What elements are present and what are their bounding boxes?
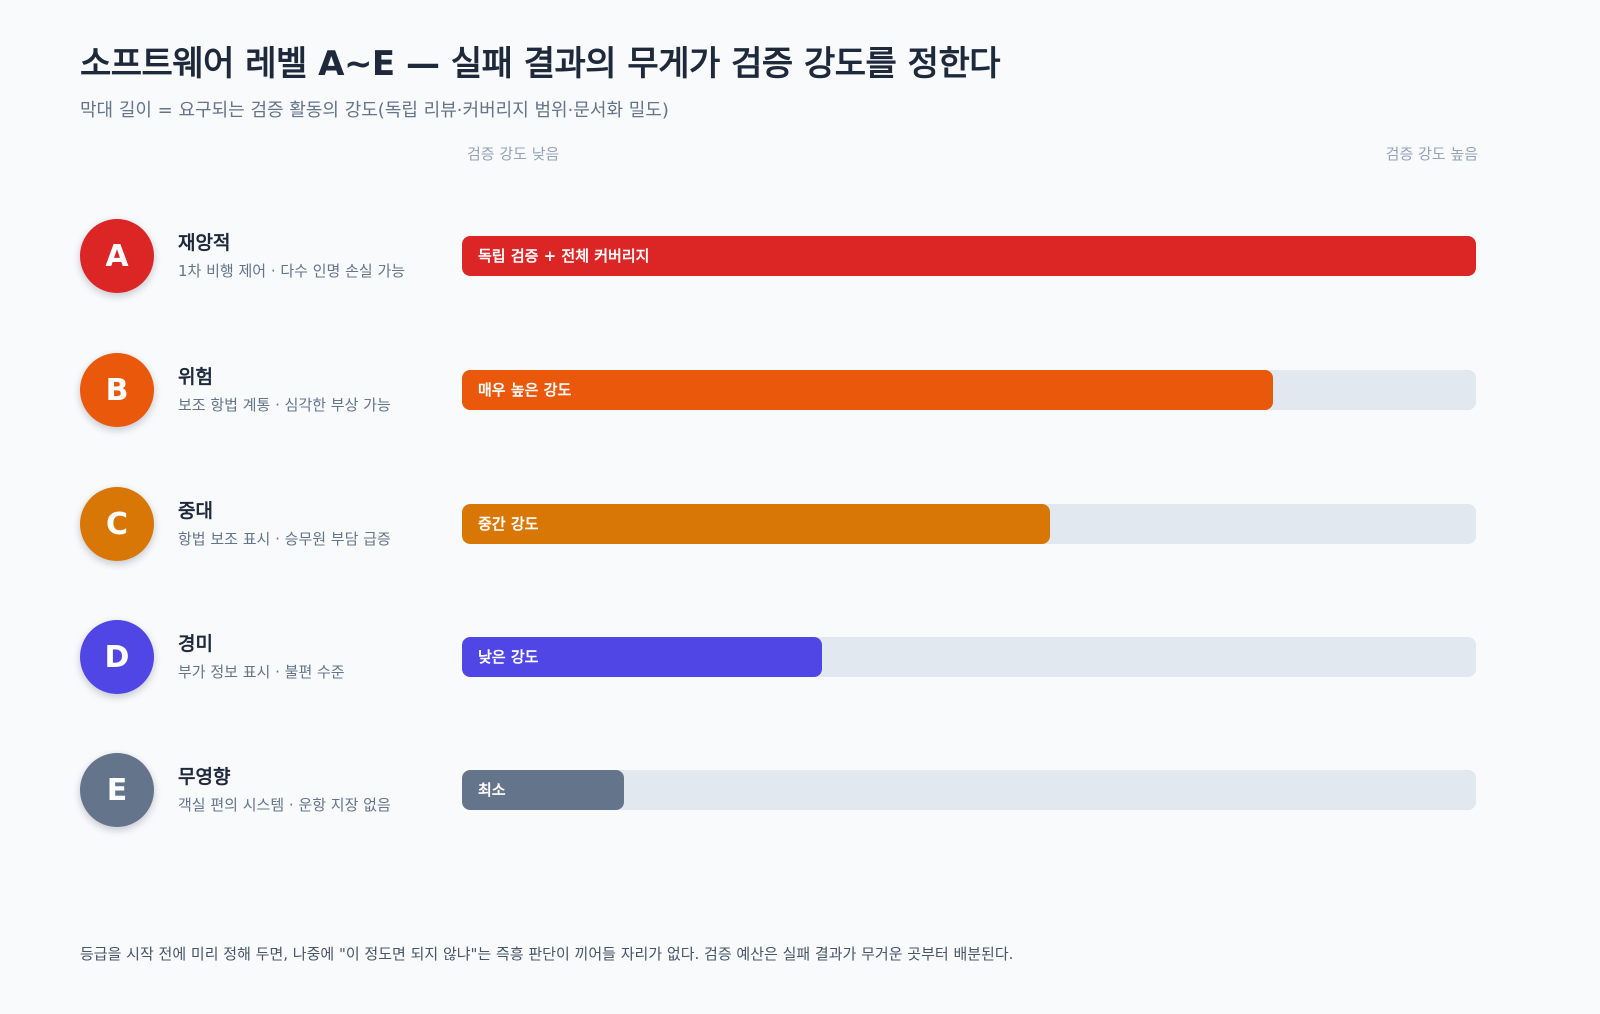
bar-label-b: 매우 높은 강도	[478, 381, 572, 399]
level-name-b: 위험	[178, 366, 213, 388]
level-desc-e: 객실 편의 시스템 · 운항 지장 없음	[178, 796, 391, 814]
level-row-d: D 경미 부가 정보 표시 · 불편 수준 낮은 강도	[80, 620, 1476, 694]
level-row-a: A 재앙적 1차 비행 제어 · 다수 인명 손실 가능 독립 검증 + 전체 …	[80, 219, 1476, 293]
level-letter-e: E	[106, 772, 128, 808]
bar-track-b: 매우 높은 강도	[462, 370, 1476, 410]
bar-track-d: 낮은 강도	[462, 637, 1476, 677]
bar-a	[462, 236, 1476, 276]
bar-track-c: 중간 강도	[462, 504, 1476, 544]
level-badge-a: A	[80, 219, 154, 293]
level-name-d: 경미	[178, 633, 213, 655]
level-badge-c: C	[80, 487, 154, 561]
bar-b	[462, 370, 1274, 410]
level-desc-c: 항법 보조 표시 · 승무원 부담 급증	[178, 530, 391, 548]
footnote: 등급을 시작 전에 미리 정해 두면, 나중에 "이 정도면 되지 않냐"는 즉…	[80, 945, 1014, 963]
axis-high-label: 검증 강도 높음	[1385, 145, 1478, 163]
level-row-c: C 중대 항법 보조 표시 · 승무원 부담 급증 중간 강도	[80, 487, 1476, 561]
bar-track-e: 최소	[462, 770, 1476, 810]
bar-label-e: 최소	[478, 781, 506, 799]
bar-e	[462, 770, 625, 810]
level-letter-d: D	[104, 639, 130, 675]
level-row-e: E 무영향 객실 편의 시스템 · 운항 지장 없음 최소	[80, 753, 1476, 827]
bar-track-a: 독립 검증 + 전체 커버리지	[462, 236, 1476, 276]
level-letter-b: B	[105, 372, 129, 408]
chart-subtitle: 막대 길이 = 요구되는 검증 활동의 강도(독립 리뷰·커버리지 범위·문서화…	[80, 100, 669, 121]
level-letter-a: A	[105, 238, 129, 274]
chart-title: 소프트웨어 레벨 A~E — 실패 결과의 무게가 검증 강도를 정한다	[80, 44, 1001, 84]
level-name-a: 재앙적	[178, 232, 231, 254]
level-letter-c: C	[105, 506, 129, 542]
level-name-c: 중대	[178, 500, 213, 522]
axis-low-label: 검증 강도 낮음	[467, 145, 560, 163]
level-desc-b: 보조 항법 계통 · 심각한 부상 가능	[178, 396, 391, 414]
level-desc-a: 1차 비행 제어 · 다수 인명 손실 가능	[178, 262, 406, 280]
level-badge-e: E	[80, 753, 154, 827]
bar-label-d: 낮은 강도	[478, 648, 539, 666]
bar-d	[462, 637, 822, 677]
level-name-e: 무영향	[178, 766, 231, 788]
level-badge-b: B	[80, 353, 154, 427]
level-badge-d: D	[80, 620, 154, 694]
bar-c	[462, 504, 1051, 544]
bar-label-c: 중간 강도	[478, 515, 539, 533]
level-desc-d: 부가 정보 표시 · 불편 수준	[178, 663, 345, 681]
level-row-b: B 위험 보조 항법 계통 · 심각한 부상 가능 매우 높은 강도	[80, 353, 1476, 427]
bar-label-a: 독립 검증 + 전체 커버리지	[478, 247, 650, 265]
